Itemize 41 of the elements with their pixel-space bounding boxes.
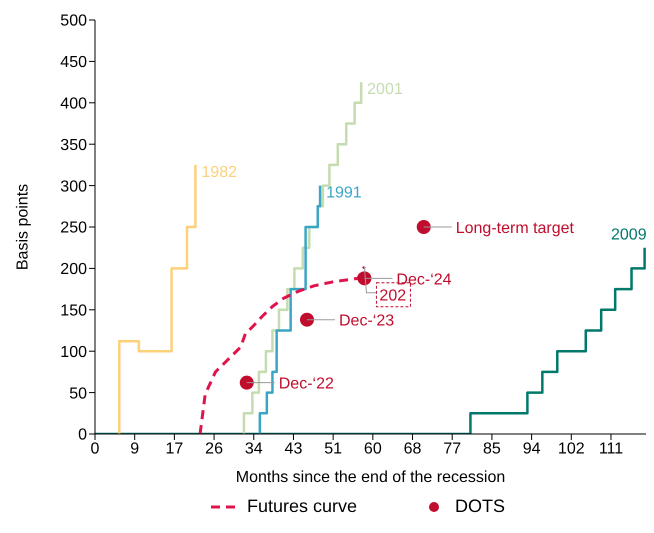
annotation: Dec-‘23 [338,312,394,330]
y-tick-label: 500 [60,12,88,30]
x-tick-label: 17 [165,440,184,458]
legend-label: Futures curve [246,496,358,517]
annotation: Long-term target [456,220,575,237]
point [240,376,254,390]
series-label: 1982 [201,164,238,181]
x-tick-label: 111 [598,440,624,458]
x-tick-label: 94 [522,440,541,458]
x-tick-label: 60 [364,440,382,458]
annotation: 202 [379,288,406,305]
x-tick-label: 68 [404,440,422,458]
x-tick-label: 26 [205,440,224,458]
point [300,312,314,327]
y-tick-label: 200 [60,261,88,278]
annotation: Dec-‘24 [396,271,452,288]
y-tick-label: 350 [60,136,88,154]
series-label: 1991 [326,184,362,202]
series-label: 2001 [367,81,403,98]
x-tick-label: 43 [284,440,302,458]
x-axis-title: Months since the end of the recession [236,469,506,486]
y-tick-label: 0 [78,426,88,444]
legend-label: DOTS [455,496,506,517]
x-tick-label: 9 [130,440,140,458]
x-tick-label: 85 [483,440,501,458]
y-tick-label: 150 [60,302,88,320]
y-tick-label: 300 [60,178,88,196]
y-tick-label: 250 [60,220,88,237]
point [416,220,431,234]
y-tick-label: 400 [60,95,88,112]
y-tick-label: 50 [69,385,88,402]
series-label: 2009 [611,226,647,244]
y-tick-label: 450 [60,54,88,72]
x-tick-label: 77 [443,440,462,458]
x-tick-label: 0 [90,440,100,458]
x-tick-label: 34 [244,440,263,458]
x-tick-label: 102 [558,440,585,458]
y-axis-title: Basis points [14,184,32,270]
annotation: Dec-‘22 [278,376,334,393]
y-tick-label: 100 [60,344,88,361]
x-tick-label: 51 [324,440,342,458]
